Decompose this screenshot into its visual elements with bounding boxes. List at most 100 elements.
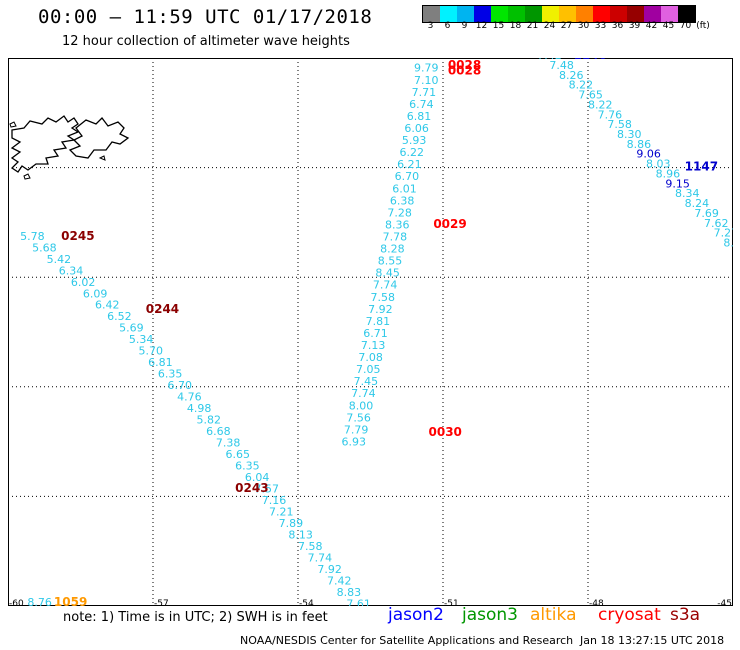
wave-height-value: 7.74 xyxy=(351,387,376,400)
satellite-jason2: jason2 xyxy=(388,605,444,625)
lon-tick-label: -48 xyxy=(589,599,604,606)
legend-bin-label: 42 xyxy=(645,21,658,31)
wave-height-value: 6.42 xyxy=(95,298,120,311)
legend-bin-label: 6 xyxy=(444,21,451,31)
wave-height-value: 8.55 xyxy=(378,255,403,268)
falkland-islets xyxy=(9,121,106,180)
legend-swatch xyxy=(508,6,525,22)
wave-height-value: 8.45 xyxy=(375,267,400,280)
wave-height-value: 7.81 xyxy=(366,315,391,328)
wave-height-value: 6.38 xyxy=(390,194,415,207)
track-1059: 8.76 1059 xyxy=(27,595,87,606)
wave-height-value: 8.26 xyxy=(559,69,584,82)
falkland-islands-coastline xyxy=(9,115,130,180)
wave-height-value: 6.71 xyxy=(363,327,388,340)
wave-height-value: 4.76 xyxy=(177,391,202,404)
legend-bin-label: 30 xyxy=(577,21,590,31)
wave-height-value: 8.86 xyxy=(627,138,652,151)
wave-height-value: 6.68 xyxy=(206,425,231,438)
legend-bin-label: 24 xyxy=(543,21,556,31)
wave-height-value: 5.70 xyxy=(139,344,164,357)
wave-height-value: 7.58 xyxy=(607,118,632,131)
legend-bin-label: 3 xyxy=(427,21,434,31)
wave-height-value: 7.38 xyxy=(216,437,241,450)
wave-height-value: 8.13 xyxy=(288,529,313,542)
time-label: 1147 xyxy=(685,159,718,173)
wave-height-value: 6.81 xyxy=(148,356,173,369)
wave-height-value: 8.19 xyxy=(723,237,733,250)
legend-swatch xyxy=(678,6,695,22)
wave-height-value: 6.74 xyxy=(409,98,434,111)
wave-height-value: 7.92 xyxy=(368,303,393,316)
wave-height-value: 8.00 xyxy=(349,399,374,412)
wave-height-value: 7.58 xyxy=(298,540,323,553)
wave-height-value: 6.35 xyxy=(158,367,183,380)
wave-height-value: 7.08 xyxy=(358,351,383,364)
wave-height-value: 5.34 xyxy=(129,333,154,346)
page-subtitle: 12 hour collection of altimeter wave hei… xyxy=(62,34,350,49)
wave-height-value: 7.78 xyxy=(383,230,408,243)
wave-height-value: 6.01 xyxy=(392,182,417,195)
wave-height-value: 6.52 xyxy=(107,310,132,323)
wave-height-value: 8.03 xyxy=(646,158,671,171)
track-0243: 5.785.685.426.346.026.096.426.525.695.34… xyxy=(20,229,371,606)
wave-height-value: 5.69 xyxy=(119,321,143,334)
wave-height-value: 6.04 xyxy=(245,471,269,484)
footer-note: note: 1) Time is in UTC; 2) SWH is in fe… xyxy=(63,610,328,625)
legend-swatch xyxy=(644,6,661,22)
wave-height-value: 6.34 xyxy=(59,264,84,277)
wave-height-value: 4.98 xyxy=(187,402,212,415)
track-0030: 9.797.107.716.746.816.065.936.226.216.70… xyxy=(342,58,482,448)
wave-height-value: 7.58 xyxy=(371,291,396,304)
wave-height-value: 6.35 xyxy=(235,460,260,473)
legend-swatch xyxy=(457,6,474,22)
wave-height-value: 8.22 xyxy=(569,79,594,92)
wave-height-value: 8.28 xyxy=(380,243,405,256)
color-legend xyxy=(422,5,696,23)
wave-height-value: 6.06 xyxy=(404,122,429,135)
wave-height-value: 7.92 xyxy=(317,563,342,576)
wave-height-value: 7.13 xyxy=(361,339,386,352)
time-label: 0244 xyxy=(146,302,179,316)
wave-height-map: -50-52-54-56-58-60-60-57-54-51-48-45 5.7… xyxy=(8,58,733,606)
legend-bin-label: 36 xyxy=(611,21,624,31)
legend-bin-label: 70 xyxy=(679,21,692,31)
wave-height-value: 5.78 xyxy=(20,230,45,243)
wave-height-value: 7.45 xyxy=(354,375,379,388)
lon-tick-label: -51 xyxy=(444,599,459,606)
color-legend-labels: 3 6 9 12 15 18 21 24 27 30 33 36 39 42 45 70 (ft) xyxy=(422,21,740,35)
wave-height-value: 8.83 xyxy=(337,586,362,599)
wave-height-value: 7.69 xyxy=(694,207,719,220)
legend-swatch xyxy=(559,6,576,22)
wave-height-value: 5.93 xyxy=(402,134,427,147)
time-label: 1059 xyxy=(54,595,87,606)
time-label: 0029 xyxy=(433,217,466,231)
map-frame xyxy=(8,58,733,606)
legend-unit: (ft) xyxy=(696,21,710,31)
wave-height-value: 7.28 xyxy=(387,206,412,219)
wave-height-value: 6.93 xyxy=(342,435,367,448)
time-label: 0245 xyxy=(61,229,94,243)
time-label: 1146 xyxy=(574,58,607,62)
legend-swatch xyxy=(661,6,678,22)
wave-height-value: 8.34 xyxy=(675,187,700,200)
legend-swatch xyxy=(525,6,542,22)
wave-height-value: 8.24 xyxy=(685,197,710,210)
lon-tick-label: -60 xyxy=(9,599,24,606)
wave-height-value: 7.62 xyxy=(704,217,729,230)
wave-height-value: 7.21 xyxy=(269,506,294,519)
legend-bin-label: 33 xyxy=(594,21,607,31)
legend-swatch xyxy=(593,6,610,22)
legend-swatch xyxy=(627,6,644,22)
lon-tick-label: -54 xyxy=(299,599,314,606)
legend-bin-label: 9 xyxy=(461,21,468,31)
wave-height-value: 7.48 xyxy=(549,59,574,72)
wave-height-value: 7.42 xyxy=(537,58,562,62)
wave-height-value: 8.22 xyxy=(588,98,613,111)
satellite-s3a: s3a xyxy=(670,605,701,625)
wave-height-value: 9.79 xyxy=(414,62,439,75)
wave-height-value: 7.71 xyxy=(412,86,437,99)
wave-height-value: 6.21 xyxy=(397,158,422,171)
legend-bin-label: 15 xyxy=(492,21,505,31)
wave-height-value: 6.70 xyxy=(168,379,193,392)
